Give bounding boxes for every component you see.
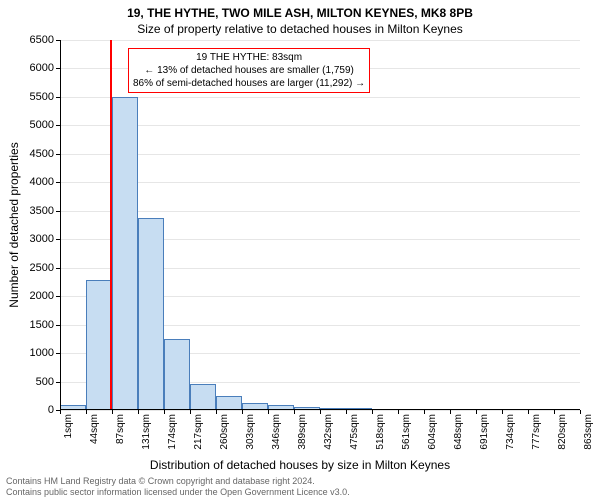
x-tick-mark	[476, 410, 477, 414]
histogram-bar	[190, 384, 216, 410]
x-tick-mark	[294, 410, 295, 414]
x-tick-mark	[112, 410, 113, 414]
x-tick-mark	[86, 410, 87, 414]
x-tick-mark	[138, 410, 139, 414]
x-tick-label: 863sqm	[583, 414, 594, 450]
annotation-line1: 19 THE HYTHE: 83sqm	[133, 51, 365, 64]
y-tick-label: 6500	[14, 34, 54, 46]
x-tick-mark	[164, 410, 165, 414]
x-tick-mark	[268, 410, 269, 414]
y-tick-label: 0	[14, 404, 54, 416]
x-tick-label: 87sqm	[115, 414, 126, 444]
footer-line2: Contains public sector information licen…	[6, 487, 350, 498]
x-tick-label: 820sqm	[557, 414, 568, 450]
histogram-bar	[164, 339, 190, 410]
chart-title-main: 19, THE HYTHE, TWO MILE ASH, MILTON KEYN…	[0, 6, 600, 20]
histogram-bar	[216, 396, 242, 410]
highlight-line	[110, 40, 112, 410]
x-tick-label: 217sqm	[193, 414, 204, 450]
x-tick-mark	[424, 410, 425, 414]
x-tick-mark	[242, 410, 243, 414]
y-tick-label: 3500	[14, 205, 54, 217]
x-tick-mark	[502, 410, 503, 414]
x-tick-label: 389sqm	[297, 414, 308, 450]
y-axis-title: Number of detached properties	[7, 142, 21, 307]
grid-line	[60, 40, 580, 41]
y-tick-label: 1500	[14, 319, 54, 331]
y-axis-line	[60, 40, 61, 410]
y-tick-label: 2000	[14, 290, 54, 302]
histogram-bar	[86, 280, 112, 410]
annotation-line2: ← 13% of detached houses are smaller (1,…	[133, 64, 365, 77]
histogram-bar	[138, 218, 164, 410]
x-tick-mark	[320, 410, 321, 414]
x-tick-label: 648sqm	[453, 414, 464, 450]
x-tick-label: 518sqm	[375, 414, 386, 450]
x-tick-label: 691sqm	[479, 414, 490, 450]
chart-title-sub: Size of property relative to detached ho…	[0, 22, 600, 36]
footer: Contains HM Land Registry data © Crown c…	[6, 476, 350, 498]
histogram-bar	[112, 97, 138, 410]
x-tick-label: 475sqm	[349, 414, 360, 450]
x-tick-label: 604sqm	[427, 414, 438, 450]
annotation-line3: 86% of semi-detached houses are larger (…	[133, 77, 365, 90]
x-tick-mark	[398, 410, 399, 414]
x-tick-mark	[60, 410, 61, 414]
y-tick-label: 6000	[14, 62, 54, 74]
x-tick-mark	[216, 410, 217, 414]
x-tick-label: 44sqm	[89, 414, 100, 444]
x-tick-label: 260sqm	[219, 414, 230, 450]
x-tick-mark	[554, 410, 555, 414]
x-tick-label: 1sqm	[63, 414, 74, 438]
y-tick-label: 4000	[14, 176, 54, 188]
x-tick-mark	[580, 410, 581, 414]
y-tick-label: 500	[14, 376, 54, 388]
x-axis-line	[60, 409, 580, 410]
plot-inner: 0500100015002000250030003500400045005000…	[60, 40, 580, 410]
y-tick-label: 5000	[14, 119, 54, 131]
x-tick-label: 777sqm	[531, 414, 542, 450]
x-tick-mark	[346, 410, 347, 414]
x-axis-title: Distribution of detached houses by size …	[0, 458, 600, 472]
annotation-box: 19 THE HYTHE: 83sqm ← 13% of detached ho…	[128, 48, 370, 93]
y-tick-label: 3000	[14, 233, 54, 245]
y-tick-label: 4500	[14, 148, 54, 160]
y-tick-label: 1000	[14, 347, 54, 359]
chart-container: 19, THE HYTHE, TWO MILE ASH, MILTON KEYN…	[0, 0, 600, 500]
y-tick-label: 5500	[14, 91, 54, 103]
grid-line	[60, 125, 580, 126]
x-tick-mark	[450, 410, 451, 414]
y-tick-label: 2500	[14, 262, 54, 274]
footer-line1: Contains HM Land Registry data © Crown c…	[6, 476, 350, 487]
x-tick-label: 131sqm	[141, 414, 152, 450]
x-tick-label: 174sqm	[167, 414, 178, 450]
grid-line	[60, 211, 580, 212]
x-tick-label: 561sqm	[401, 414, 412, 450]
x-tick-mark	[190, 410, 191, 414]
grid-line	[60, 97, 580, 98]
x-tick-label: 346sqm	[271, 414, 282, 450]
grid-line	[60, 154, 580, 155]
grid-line	[60, 182, 580, 183]
plot-area: 0500100015002000250030003500400045005000…	[60, 40, 580, 410]
x-tick-label: 734sqm	[505, 414, 516, 450]
x-tick-label: 432sqm	[323, 414, 334, 450]
x-tick-mark	[528, 410, 529, 414]
x-tick-label: 303sqm	[245, 414, 256, 450]
x-tick-mark	[372, 410, 373, 414]
